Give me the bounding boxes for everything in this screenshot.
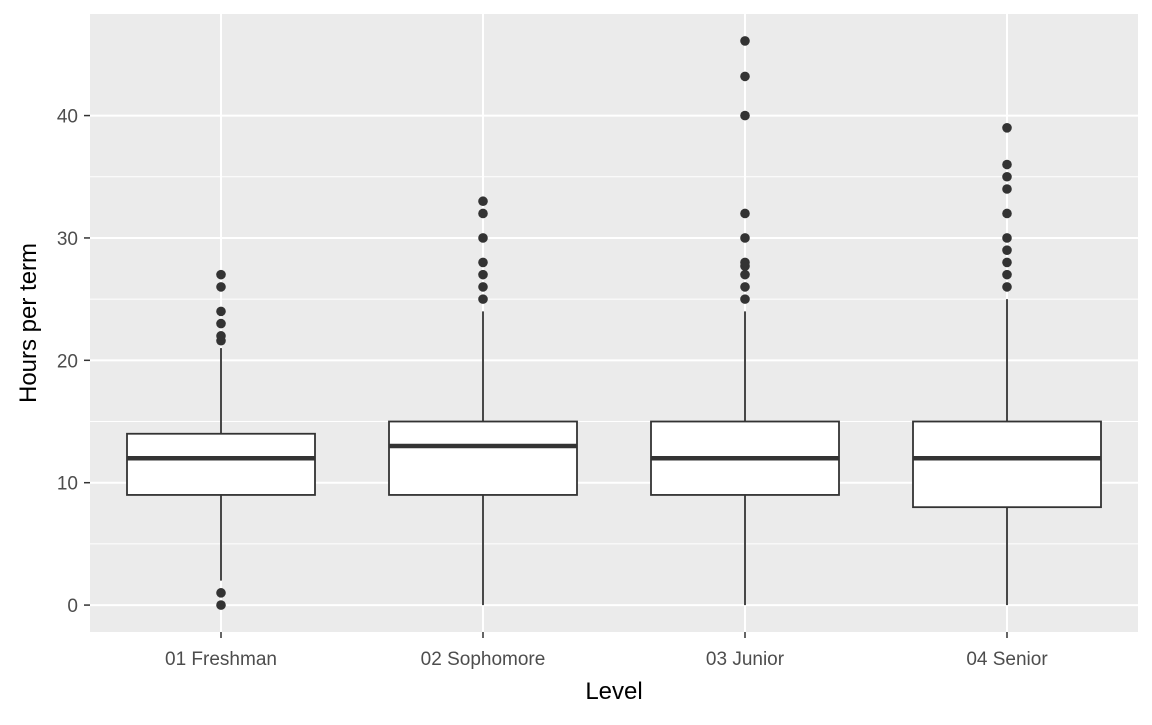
box-group: [912, 123, 1102, 606]
box-iqr: [388, 420, 578, 496]
outlier-point: [1002, 159, 1012, 170]
x-axis-title: Level: [585, 678, 642, 705]
outlier-point: [1002, 184, 1012, 194]
outlier-point: [478, 208, 488, 219]
outlier-point: [478, 196, 488, 207]
outlier-point: [1002, 123, 1012, 133]
x-tick-label: 01 Freshman: [165, 649, 277, 670]
x-tick-label: 04 Senior: [966, 649, 1048, 670]
outlier-point: [740, 208, 750, 219]
outlier-point: [478, 282, 488, 292]
outlier-point: [740, 36, 750, 46]
outlier-point: [1002, 245, 1012, 255]
box-group: [126, 269, 316, 610]
outlier-point: [216, 318, 226, 329]
outlier-point: [478, 294, 488, 304]
y-tick-label: 0: [67, 596, 78, 617]
box-iqr: [126, 432, 316, 496]
box-group: [388, 196, 578, 606]
outlier-point: [216, 588, 226, 598]
outlier-point: [1002, 257, 1012, 268]
outlier-point: [216, 306, 226, 317]
outlier-point: [216, 331, 226, 341]
plot-panel: [90, 14, 1138, 632]
outlier-point: [1002, 208, 1012, 219]
outlier-point: [216, 282, 226, 292]
box-layer: [126, 36, 1102, 610]
outlier-point: [1002, 282, 1012, 292]
box-iqr: [912, 420, 1102, 509]
outlier-point: [1002, 269, 1012, 280]
outlier-point: [740, 282, 750, 292]
outlier-point: [740, 294, 750, 304]
y-tick-label: 10: [57, 474, 78, 495]
outlier-point: [1002, 171, 1012, 182]
outlier-point: [478, 257, 488, 268]
x-tick-label: 03 Junior: [706, 649, 785, 670]
tick-layer: 0 10 20 30 40 01 Freshman 02 Sophomore 03 Junio…: [57, 107, 1048, 670]
outlier-point: [740, 110, 750, 121]
y-tick-label: 20: [57, 351, 78, 372]
outlier-point: [478, 269, 488, 280]
y-axis-title: Hours per term: [15, 243, 42, 403]
outlier-point: [740, 71, 750, 82]
outlier-point: [1002, 233, 1012, 243]
outlier-point: [740, 257, 750, 268]
outlier-point: [216, 269, 226, 280]
outlier-point: [216, 600, 226, 610]
y-tick-label: 30: [57, 229, 78, 250]
outlier-point: [740, 269, 750, 280]
box-group: [650, 36, 840, 606]
outlier-point: [740, 233, 750, 243]
outlier-point: [478, 233, 488, 243]
y-tick-label: 40: [57, 107, 78, 128]
x-tick-label: 02 Sophomore: [421, 649, 546, 670]
